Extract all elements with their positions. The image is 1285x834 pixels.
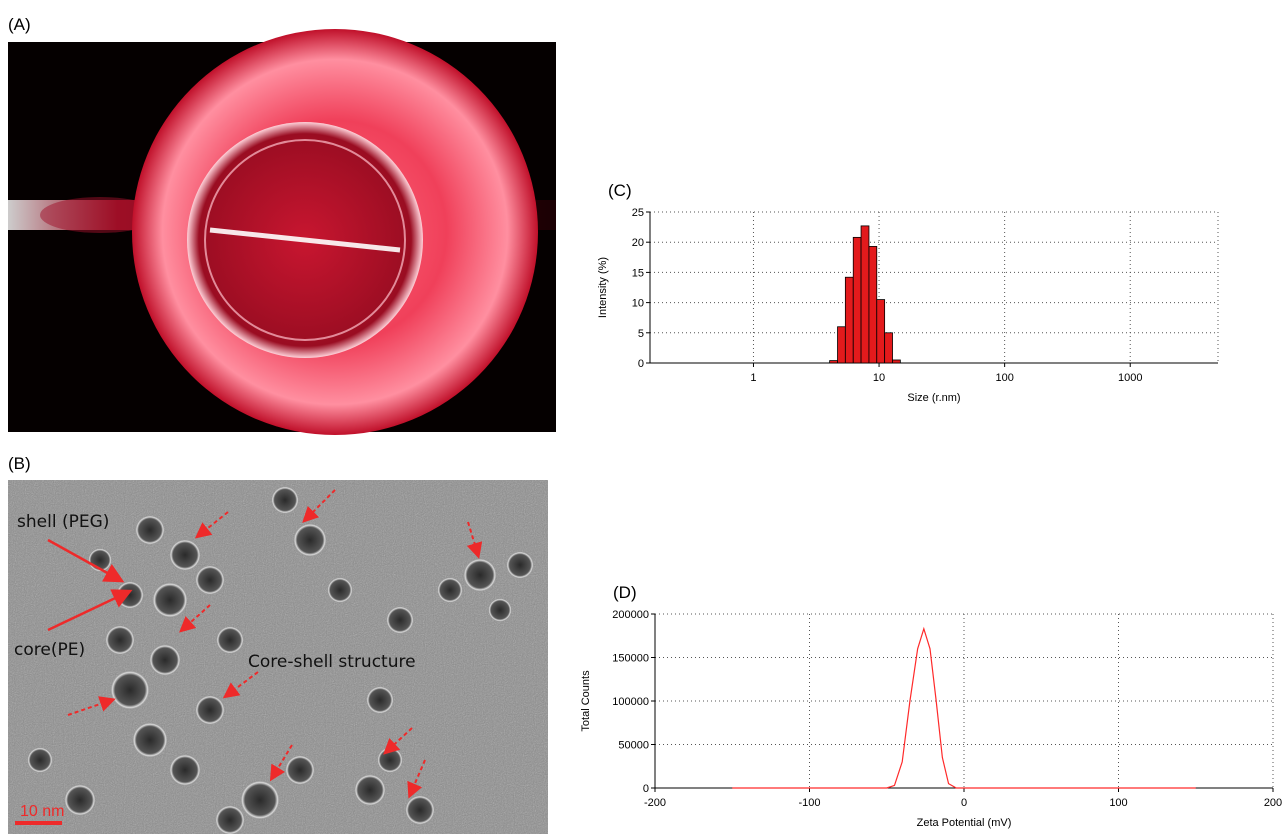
bar <box>853 237 861 363</box>
y-tick-label: 20 <box>632 237 644 249</box>
x-tick-label: 100 <box>995 372 1013 384</box>
y-tick-label: 15 <box>632 267 644 279</box>
bar <box>838 327 846 363</box>
panel-label: (C) <box>608 181 632 200</box>
bar <box>830 361 838 363</box>
x-tick-label: 10 <box>873 372 885 384</box>
annotation: Core-shell structure <box>248 652 416 672</box>
panel-label: (D) <box>613 583 637 602</box>
figure-page: (A) (B) <box>0 0 1285 834</box>
data-line <box>732 629 1196 788</box>
annotation: shell (PEG) <box>17 512 109 532</box>
bar <box>861 226 869 363</box>
y-tick-label: 150000 <box>612 653 649 665</box>
y-axis-label: Total Counts <box>580 670 592 732</box>
y-tick-label: 100000 <box>612 696 649 708</box>
figure: (A) (B) <box>0 0 1285 834</box>
y-axis-label: Intensity (%) <box>597 257 609 318</box>
scale-bar-label: 10 nm <box>20 803 64 820</box>
x-tick-label: -100 <box>798 797 820 809</box>
bar <box>885 333 893 363</box>
x-axis-label: Size (r.nm) <box>907 392 960 404</box>
y-tick-label: 0 <box>643 783 649 795</box>
x-axis-label: Zeta Potential (mV) <box>917 817 1012 829</box>
y-tick-label: 5 <box>638 328 644 340</box>
annotation: core(PE) <box>14 640 85 660</box>
y-tick-label: 200000 <box>612 609 649 621</box>
bar <box>869 246 877 363</box>
y-tick-label: 10 <box>632 298 644 310</box>
x-tick-label: 1 <box>750 372 756 384</box>
x-tick-label: 100 <box>1109 797 1127 809</box>
bar <box>877 300 885 363</box>
y-tick-label: 0 <box>638 358 644 370</box>
y-tick-label: 25 <box>632 207 644 219</box>
photo-laser <box>8 29 556 435</box>
x-tick-label: 1000 <box>1118 372 1142 384</box>
x-tick-label: -200 <box>644 797 666 809</box>
bar <box>893 360 901 363</box>
panel-label: (B) <box>8 454 31 473</box>
bar <box>845 277 853 363</box>
x-tick-label: 0 <box>961 797 967 809</box>
panel-label: (A) <box>8 15 31 34</box>
y-tick-label: 50000 <box>618 740 649 752</box>
x-tick-label: 200 <box>1264 797 1282 809</box>
